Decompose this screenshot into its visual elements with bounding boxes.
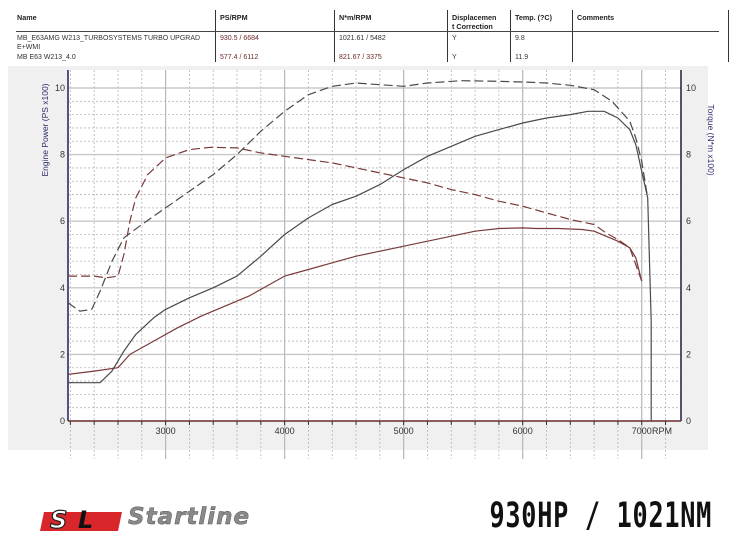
column-divider xyxy=(447,10,448,62)
header-rule xyxy=(357,31,719,32)
svg-text:5000: 5000 xyxy=(394,426,414,436)
dyno-chart: 0 0 2 2 4 4 6 6 8 8 10 10 3000 4000 5000 6000 7000 RPM Eng… xyxy=(40,70,716,459)
row2-name: MB E63 W213_4.0 xyxy=(17,54,76,61)
row2-nm-rpm: 821.67 / 3375 xyxy=(339,54,382,61)
svg-text:4: 4 xyxy=(686,283,691,293)
row2-displacement: Y xyxy=(452,54,457,61)
row2-ps-rpm: 577.4 / 6112 xyxy=(220,54,259,61)
svg-text:0: 0 xyxy=(60,416,65,426)
header-rule xyxy=(16,31,357,32)
sl-logo-mark-icon: S L xyxy=(40,505,122,534)
svg-text:S: S xyxy=(50,506,66,534)
svg-text:10: 10 xyxy=(686,83,696,93)
svg-text:8: 8 xyxy=(686,150,691,160)
svg-text:RPM: RPM xyxy=(652,426,672,436)
chart-grid xyxy=(68,70,681,459)
svg-text:2: 2 xyxy=(686,349,691,359)
svg-text:4000: 4000 xyxy=(275,426,295,436)
results-table: Name PS/RPM N*m/RPM Displacemen t Correc… xyxy=(0,0,750,66)
column-divider xyxy=(728,10,729,62)
chart-axes xyxy=(67,70,682,425)
svg-text:Engine Power (PS x100): Engine Power (PS x100) xyxy=(40,83,50,176)
svg-text:4: 4 xyxy=(60,283,65,293)
curve-power xyxy=(68,110,652,421)
row1-ps-rpm: 930.5 / 6684 xyxy=(220,35,259,42)
svg-text:6: 6 xyxy=(686,216,691,226)
startline-logo: S L Startline xyxy=(38,504,298,534)
row1-name-cont: E+WMI xyxy=(17,44,41,51)
row1-name: MB_E63AMG W213_TURBOSYSTEMS TURBO UPGRAD xyxy=(17,35,201,42)
column-divider xyxy=(334,10,335,62)
header-nm-rpm: N*m/RPM xyxy=(339,13,372,22)
svg-text:0: 0 xyxy=(686,416,691,426)
curve-power xyxy=(67,227,643,375)
headline-power-torque: 930HP / 1021NM xyxy=(489,496,712,536)
svg-text:6000: 6000 xyxy=(513,426,533,436)
header-displacement-1: Displacemen xyxy=(452,13,497,22)
chart-curves xyxy=(67,80,652,421)
svg-text:8: 8 xyxy=(60,150,65,160)
row1-nm-rpm: 1021.61 / 5482 xyxy=(339,35,386,42)
chart-labels: 0 0 2 2 4 4 6 6 8 8 10 10 3000 4000 5000 6000 7000 RPM Eng… xyxy=(40,83,716,436)
svg-text:L: L xyxy=(78,506,92,534)
header-ps-rpm: PS/RPM xyxy=(220,13,248,22)
svg-text:Torque (N*m x100): Torque (N*m x100) xyxy=(706,104,716,176)
column-divider xyxy=(572,10,573,62)
logo-text: Startline xyxy=(128,504,251,531)
column-divider xyxy=(215,10,216,62)
row1-temp: 9.8 xyxy=(515,35,525,42)
header-name: Name xyxy=(17,13,37,22)
svg-text:7000: 7000 xyxy=(632,426,652,436)
curve-torque xyxy=(67,80,649,312)
svg-text:10: 10 xyxy=(55,83,65,93)
header-comments: Comments xyxy=(577,13,615,22)
row2-temp: 11.9 xyxy=(515,54,529,61)
column-divider xyxy=(510,10,511,62)
svg-text:3000: 3000 xyxy=(156,426,176,436)
svg-text:2: 2 xyxy=(60,349,65,359)
row1-displacement: Y xyxy=(452,35,457,42)
curve-torque xyxy=(68,146,643,282)
svg-text:6: 6 xyxy=(60,216,65,226)
header-temp: Temp. (?C) xyxy=(515,13,552,22)
header-displacement-2: t Correction xyxy=(452,22,493,31)
